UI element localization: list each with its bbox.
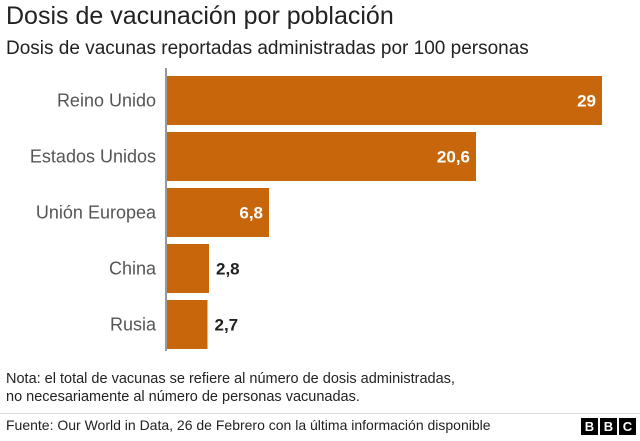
category-label: Reino Unido — [57, 91, 156, 111]
footnote-line-2: no necesariamente al número de personas … — [6, 389, 360, 405]
chart-subtitle: Dosis de vacunas reportadas administrada… — [6, 38, 529, 59]
footnote-line-1: Nota: el total de vacunas se refiere al … — [6, 371, 455, 387]
bar — [167, 76, 602, 125]
value-label: 29 — [577, 92, 596, 111]
bbc-logo-letter: B — [581, 418, 598, 435]
source-text: Fuente: Our World in Data, 26 de Febrero… — [6, 417, 491, 433]
bar — [167, 132, 476, 181]
chart-title: Dosis de vacunación por población — [6, 2, 394, 30]
value-label: 2,7 — [215, 316, 239, 335]
bar — [167, 188, 269, 237]
bbc-logo: B B C — [581, 418, 636, 435]
value-label: 2,8 — [216, 260, 240, 279]
value-label: 20,6 — [437, 148, 470, 167]
bbc-logo-letter: C — [619, 418, 636, 435]
category-label: Estados Unidos — [30, 147, 156, 167]
category-label: Unión Europea — [36, 203, 157, 223]
footer-divider — [0, 413, 640, 414]
bar — [167, 300, 208, 349]
footnote: Nota: el total de vacunas se refiere al … — [6, 370, 455, 406]
bbc-logo-letter: B — [600, 418, 617, 435]
category-label: Rusia — [110, 315, 157, 335]
category-label: China — [109, 259, 157, 279]
bar — [167, 244, 209, 293]
value-label: 6,8 — [239, 204, 263, 223]
bar-chart: Reino Unido 29 Estados Unidos 20,6 Unión Eur… — [30, 68, 602, 351]
